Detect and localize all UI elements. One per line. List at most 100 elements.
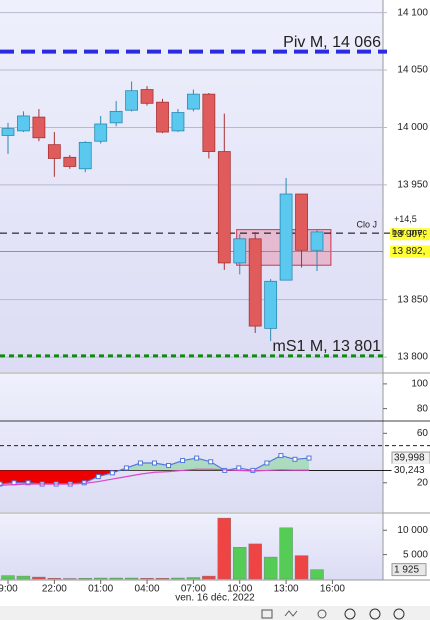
point bbox=[95, 474, 101, 480]
x-tick-label: 04:00 bbox=[135, 584, 160, 595]
candle-body bbox=[140, 89, 154, 104]
point bbox=[152, 460, 157, 466]
date-label: ven. 16 déc. 2022 bbox=[175, 593, 255, 604]
point bbox=[137, 460, 143, 466]
candle-body bbox=[78, 141, 92, 170]
level-label: Clo J bbox=[356, 219, 377, 229]
point bbox=[109, 470, 115, 476]
candle-body bbox=[264, 280, 278, 329]
point bbox=[278, 453, 284, 459]
y-tick-label: 5 000 bbox=[403, 549, 428, 560]
candle-body bbox=[248, 238, 262, 327]
icon[interactable] bbox=[317, 609, 327, 619]
volume-bar bbox=[47, 578, 62, 580]
point bbox=[123, 465, 129, 471]
x-tick-label: 07:00 bbox=[181, 584, 206, 595]
candle-body bbox=[32, 116, 46, 139]
volume-bar bbox=[233, 547, 247, 580]
point bbox=[25, 480, 31, 486]
volume-bar bbox=[1, 575, 15, 580]
y-tick-label: 13 800 bbox=[397, 352, 428, 363]
y-tick-label: 13 850 bbox=[397, 294, 428, 305]
y-tick-label: 13 950 bbox=[397, 179, 428, 190]
candle-body bbox=[295, 193, 308, 251]
y-tick-label: 14 000 bbox=[397, 122, 428, 133]
x-tick-label: 10:00 bbox=[227, 584, 252, 595]
volume-bar bbox=[78, 578, 92, 580]
candle-body bbox=[109, 110, 123, 124]
candle-body bbox=[217, 151, 231, 264]
price-label: 13 907, bbox=[392, 229, 425, 240]
candle-body bbox=[171, 112, 185, 132]
y-tick-label: 60 bbox=[417, 428, 429, 439]
volume-panel bbox=[0, 514, 383, 580]
candle-body bbox=[47, 144, 61, 159]
volume-bar bbox=[248, 543, 262, 580]
candle-body bbox=[186, 93, 200, 110]
point bbox=[208, 459, 214, 465]
point bbox=[166, 462, 172, 468]
volume-bar bbox=[263, 556, 278, 580]
note: bar. prec bbox=[392, 227, 428, 237]
candle-body bbox=[63, 156, 77, 167]
last-label: 39,998 bbox=[394, 453, 425, 464]
x-tick-label: 16:00 bbox=[320, 584, 345, 595]
price-label-bg bbox=[390, 228, 430, 241]
indicator-line bbox=[0, 468, 310, 486]
volume-bar bbox=[202, 575, 216, 580]
y-tick-label: 20 bbox=[417, 477, 429, 488]
volume-bar bbox=[217, 517, 232, 580]
y-tick-label: 100 bbox=[411, 379, 428, 390]
last-label: 30,243 bbox=[394, 465, 425, 476]
x-tick-label: 13:00 bbox=[274, 584, 299, 595]
y-tick-label: 14 050 bbox=[397, 65, 428, 76]
volume-bar bbox=[155, 578, 170, 580]
volume-bar bbox=[16, 575, 31, 580]
point bbox=[180, 458, 186, 464]
icon[interactable] bbox=[261, 609, 273, 619]
last-label-bg bbox=[391, 463, 430, 477]
y-tick-label: 14 100 bbox=[397, 7, 428, 18]
zoom-in[interactable] bbox=[393, 608, 405, 620]
volume-bar bbox=[93, 577, 108, 580]
last-label: 1 925 bbox=[394, 564, 419, 575]
candle-body bbox=[279, 193, 293, 281]
x-tick-label: 01:00 bbox=[88, 584, 113, 595]
area-fill bbox=[0, 470, 309, 485]
rsi-panel bbox=[0, 374, 383, 512]
candle-body bbox=[94, 123, 108, 142]
toolbar bbox=[0, 606, 430, 620]
volume-bar bbox=[171, 577, 185, 580]
y-tick-label: 80 bbox=[417, 403, 429, 414]
point bbox=[306, 455, 312, 461]
level-label: Piv M, 14 066 bbox=[283, 34, 381, 51]
point bbox=[194, 455, 200, 461]
volume-bar bbox=[294, 555, 309, 580]
last-price-bg bbox=[390, 245, 430, 258]
volume-bar bbox=[279, 527, 293, 580]
last-price-label: 13 892, bbox=[392, 246, 425, 257]
candle-body bbox=[156, 101, 169, 133]
volume-bar bbox=[124, 577, 139, 580]
point bbox=[292, 456, 298, 462]
candle-body bbox=[17, 115, 30, 132]
candle-body bbox=[310, 231, 324, 251]
point bbox=[264, 460, 270, 466]
x-tick-label: 9:00 bbox=[0, 584, 18, 595]
y-tick-label: 10 000 bbox=[397, 525, 428, 536]
volume-bar bbox=[109, 577, 123, 580]
toolbar-bg bbox=[0, 606, 430, 620]
volume-bar bbox=[32, 576, 46, 580]
candle-body bbox=[125, 90, 138, 111]
volume-bar bbox=[186, 577, 201, 580]
point bbox=[0, 481, 3, 487]
candle-body bbox=[202, 93, 216, 152]
point bbox=[236, 465, 242, 471]
level-label: mS1 M, 13 801 bbox=[273, 338, 382, 355]
zoom-out[interactable] bbox=[344, 608, 356, 620]
note: +14,5 bbox=[394, 214, 417, 224]
price-panel bbox=[0, 0, 383, 372]
zoom-in[interactable] bbox=[369, 608, 381, 620]
icon[interactable] bbox=[284, 610, 298, 617]
